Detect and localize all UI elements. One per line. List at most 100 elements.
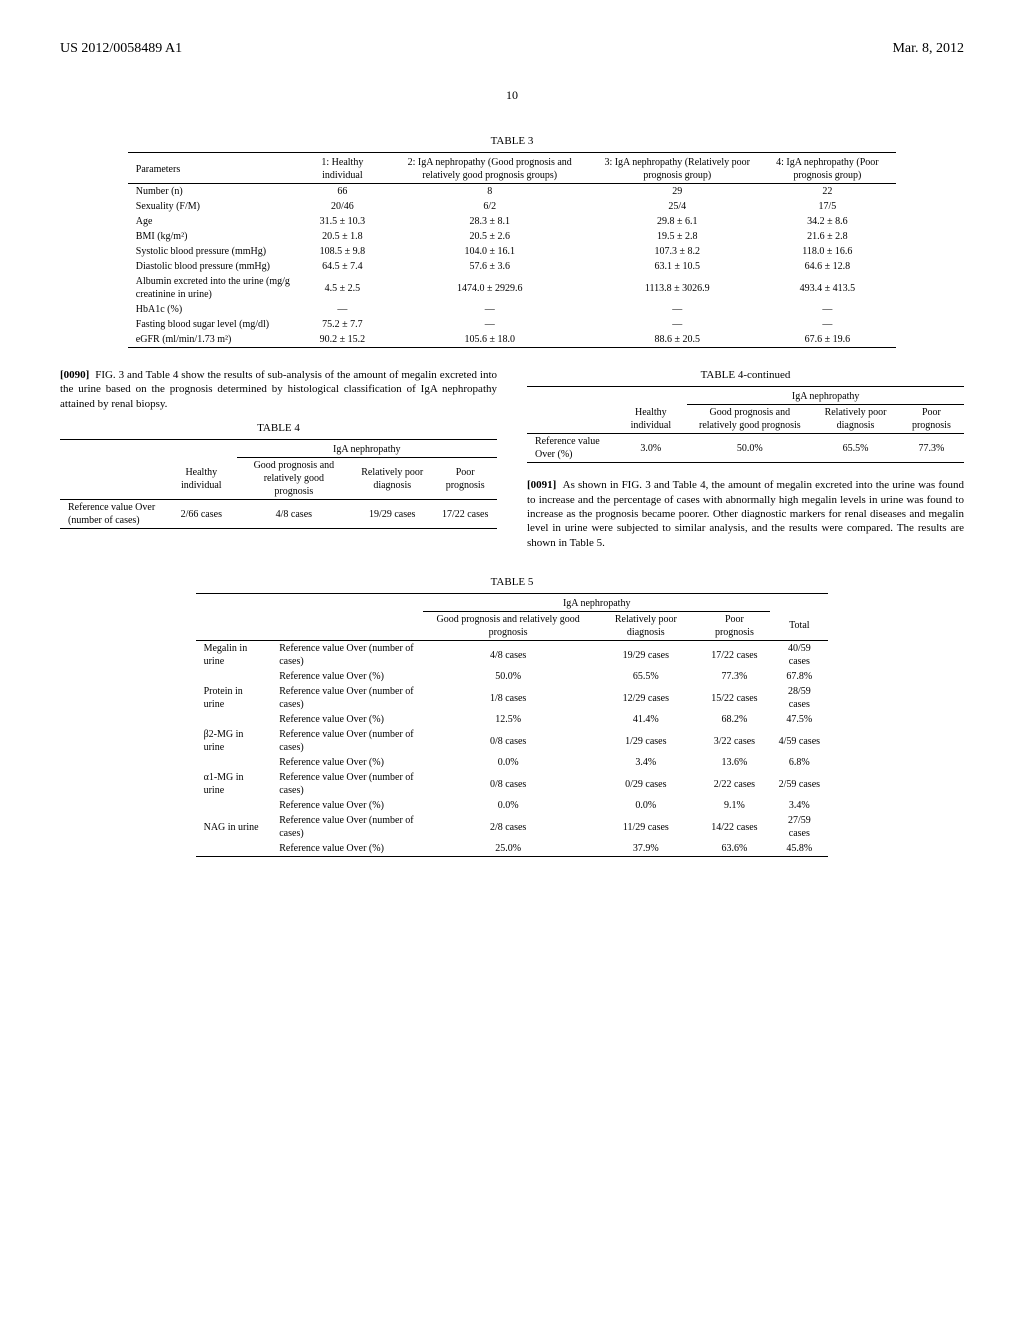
table-cell: 25/4 — [596, 199, 759, 214]
table-4-continued: IgA nephropathy Healthy individual Good … — [527, 386, 964, 463]
t5-c2: Good prognosis and relatively good progn… — [423, 612, 593, 641]
table-cell: 20.5 ± 1.8 — [301, 229, 383, 244]
table-cell: — — [596, 302, 759, 317]
table-5-caption: TABLE 5 — [60, 575, 964, 589]
table-4cont-caption: TABLE 4-continued — [527, 368, 964, 382]
t4-v3: 17/22 cases — [433, 500, 497, 529]
table-cell: 0.0% — [593, 798, 698, 813]
table-cell: 104.0 ± 16.1 — [384, 244, 596, 259]
t3-col-2: 2: IgA nephropathy (Good prognosis and r… — [384, 155, 596, 184]
table-row-group — [196, 841, 272, 857]
table-cell: 68.2% — [699, 712, 771, 727]
table-cell: Number (n) — [128, 184, 301, 200]
table-cell: 65.5% — [593, 669, 698, 684]
table-4: IgA nephropathy Healthy individual Good … — [60, 439, 497, 529]
t4-span: IgA nephropathy — [237, 442, 497, 458]
table-cell: 57.6 ± 3.6 — [384, 259, 596, 274]
table-4-caption: TABLE 4 — [60, 421, 497, 435]
para-num-0091: [0091] — [527, 479, 556, 491]
table-cell: Fasting blood sugar level (mg/dl) — [128, 317, 301, 332]
table-cell: Reference value Over (number of cases) — [271, 813, 423, 841]
table-cell: 50.0% — [423, 669, 593, 684]
t4c-v3: 77.3% — [899, 434, 964, 463]
table-cell: 13.6% — [699, 755, 771, 770]
table-cell: 21.6 ± 2.8 — [759, 229, 897, 244]
table-cell: 41.4% — [593, 712, 698, 727]
table-cell: 75.2 ± 7.7 — [301, 317, 383, 332]
table-cell: 12.5% — [423, 712, 593, 727]
table-cell: 108.5 ± 9.8 — [301, 244, 383, 259]
table-row-group — [196, 755, 272, 770]
table-cell: 28/59 cases — [770, 684, 828, 712]
table-cell: — — [596, 317, 759, 332]
table-cell: 67.8% — [770, 669, 828, 684]
table-cell: Reference value Over (%) — [271, 841, 423, 857]
table-cell: 1474.0 ± 2929.6 — [384, 274, 596, 302]
t3-col-4: 4: IgA nephropathy (Poor prognosis group… — [759, 155, 897, 184]
t3-col-3: 3: IgA nephropathy (Relatively poor prog… — [596, 155, 759, 184]
table-cell: 6/2 — [384, 199, 596, 214]
table-row-group: α1-MG in urine — [196, 770, 272, 798]
table-cell: 3/22 cases — [699, 727, 771, 755]
table-cell: 4.5 ± 2.5 — [301, 274, 383, 302]
table-cell: 2/59 cases — [770, 770, 828, 798]
table-cell: — — [759, 302, 897, 317]
table-cell: Systolic blood pressure (mmHg) — [128, 244, 301, 259]
table-cell: 29.8 ± 6.1 — [596, 214, 759, 229]
t3-col-1: 1: Healthy individual — [301, 155, 383, 184]
t4-c3: Relatively poor diagnosis — [351, 458, 433, 500]
paragraph-0091: [0091] As shown in FIG. 3 and Table 4, t… — [527, 478, 964, 549]
table-cell: 3.4% — [770, 798, 828, 813]
table-cell: 0.0% — [423, 798, 593, 813]
table-cell: Reference value Over (%) — [271, 755, 423, 770]
table-cell: 15/22 cases — [699, 684, 771, 712]
table-cell: Sexuality (F/M) — [128, 199, 301, 214]
table-cell: 63.6% — [699, 841, 771, 857]
t4-v2: 19/29 cases — [351, 500, 433, 529]
table-5: TABLE 5 IgA nephropathy Good prognosis a… — [60, 575, 964, 857]
table-row-group: Protein in urine — [196, 684, 272, 712]
table-cell: Reference value Over (number of cases) — [271, 641, 423, 670]
table-cell: BMI (kg/m²) — [128, 229, 301, 244]
t5-c5: Total — [770, 612, 828, 641]
table-cell: 2/22 cases — [699, 770, 771, 798]
table-3: TABLE 3 Parameters 1: Healthy individual… — [60, 134, 964, 348]
table-cell: HbA1c (%) — [128, 302, 301, 317]
table-cell: 493.4 ± 413.5 — [759, 274, 897, 302]
table-cell: 107.3 ± 8.2 — [596, 244, 759, 259]
table-cell: 88.6 ± 20.5 — [596, 332, 759, 348]
table-cell: 0/8 cases — [423, 770, 593, 798]
t4c-c2: Good prognosis and relatively good progn… — [687, 405, 812, 434]
table-cell: 37.9% — [593, 841, 698, 857]
table-cell: 20/46 — [301, 199, 383, 214]
t5-c4: Poor prognosis — [699, 612, 771, 641]
table-cell: Diastolic blood pressure (mmHg) — [128, 259, 301, 274]
table-cell: eGFR (ml/min/1.73 m²) — [128, 332, 301, 348]
table-cell: 4/59 cases — [770, 727, 828, 755]
table-row-group — [196, 798, 272, 813]
t5-span: IgA nephropathy — [423, 596, 770, 612]
table-cell: Albumin excreted into the urine (mg/g cr… — [128, 274, 301, 302]
t4-c4: Poor prognosis — [433, 458, 497, 500]
table-cell: Reference value Over (%) — [271, 712, 423, 727]
table-cell: 47.5% — [770, 712, 828, 727]
t4c-v1: 50.0% — [687, 434, 812, 463]
table-cell: 31.5 ± 10.3 — [301, 214, 383, 229]
table-cell: 2/8 cases — [423, 813, 593, 841]
table-cell: 28.3 ± 8.1 — [384, 214, 596, 229]
table-cell: Reference value Over (number of cases) — [271, 727, 423, 755]
t4c-c4: Poor prognosis — [899, 405, 964, 434]
page-number: 10 — [60, 88, 964, 104]
table-cell: 25.0% — [423, 841, 593, 857]
t5-c3: Relatively poor diagnosis — [593, 612, 698, 641]
t4c-c3: Relatively poor diagnosis — [812, 405, 898, 434]
t4-c2: Good prognosis and relatively good progn… — [237, 458, 352, 500]
table-cell: 66 — [301, 184, 383, 200]
table-cell: 45.8% — [770, 841, 828, 857]
table-row-group: β2-MG in urine — [196, 727, 272, 755]
table-cell: 9.1% — [699, 798, 771, 813]
table-cell: 29 — [596, 184, 759, 200]
table-cell: 67.6 ± 19.6 — [759, 332, 897, 348]
t4c-rowlabel: Reference value Over (%) — [527, 434, 614, 463]
para-0091-text: As shown in FIG. 3 and Table 4, the amou… — [527, 479, 964, 548]
